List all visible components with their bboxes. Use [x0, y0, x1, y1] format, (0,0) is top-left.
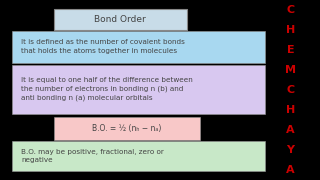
- Text: It is equal to one half of the difference between
the number of electrons in bon: It is equal to one half of the differenc…: [21, 77, 193, 101]
- Text: E: E: [287, 45, 294, 55]
- FancyBboxPatch shape: [54, 9, 187, 30]
- FancyBboxPatch shape: [12, 31, 265, 63]
- Text: H: H: [286, 25, 295, 35]
- FancyBboxPatch shape: [54, 117, 200, 140]
- Text: Bond Order: Bond Order: [94, 15, 146, 24]
- Text: Y: Y: [286, 145, 294, 155]
- Text: It is defined as the number of covalent bonds
that holds the atoms together in m: It is defined as the number of covalent …: [21, 39, 185, 54]
- FancyBboxPatch shape: [12, 141, 265, 171]
- Text: C: C: [286, 85, 294, 95]
- FancyBboxPatch shape: [12, 65, 265, 114]
- Text: A: A: [286, 165, 295, 175]
- Text: A: A: [286, 125, 295, 135]
- Text: B.O. may be positive, fractional, zero or
negative: B.O. may be positive, fractional, zero o…: [21, 149, 164, 163]
- Text: C: C: [286, 5, 294, 15]
- Text: M: M: [285, 65, 296, 75]
- Text: B.O. = ½ (nₕ − nₐ): B.O. = ½ (nₕ − nₐ): [92, 124, 161, 133]
- Text: H: H: [286, 105, 295, 115]
